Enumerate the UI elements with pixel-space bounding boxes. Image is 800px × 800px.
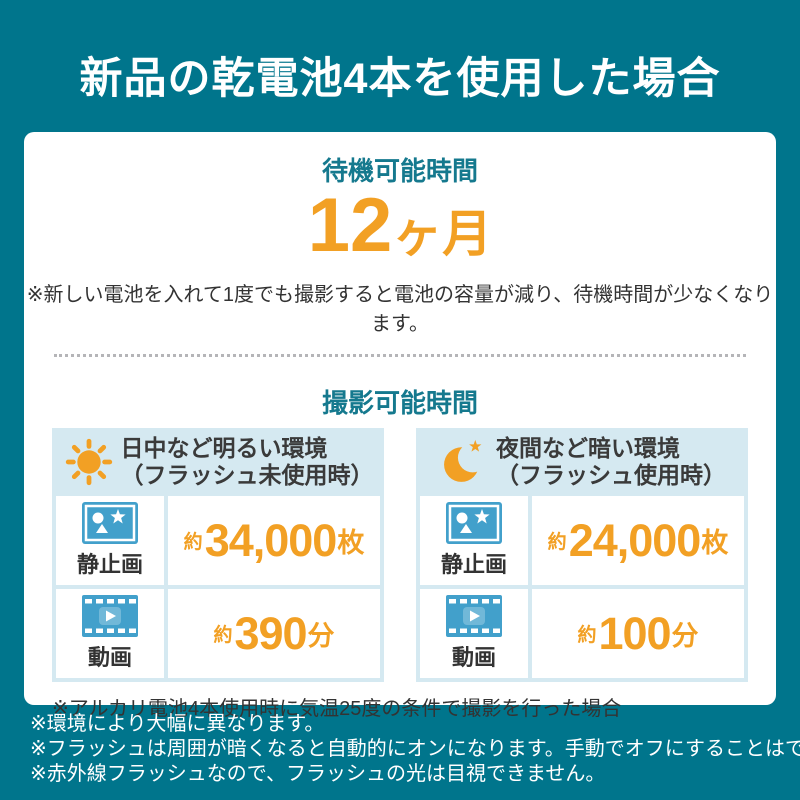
table-row-video-day: 動画 約 390 分 <box>56 589 380 678</box>
video-label-cell: 動画 <box>420 589 528 678</box>
panel-daytime: 日中など明るい環境 （フラッシュ未使用時） <box>52 428 384 682</box>
video-icon <box>82 595 138 637</box>
panel-nighttime: 夜間など暗い環境 （フラッシュ使用時） <box>416 428 748 682</box>
video-minutes-day-value: 390 <box>234 607 307 659</box>
panel-nighttime-header: 夜間など暗い環境 （フラッシュ使用時） <box>420 432 744 492</box>
still-count-night: 約 24,000 枚 <box>532 496 744 585</box>
table-row-video-night: 動画 約 100 分 <box>420 589 744 678</box>
still-image-icon <box>82 502 138 544</box>
standby-time-heading: 待機可能時間 <box>321 156 478 186</box>
table-row-still-night: 静止画 約 24,000 枚 <box>420 496 744 585</box>
still-count-day: 約 34,000 枚 <box>168 496 380 585</box>
still-image-label: 静止画 <box>76 552 143 577</box>
footer-note-environment: ※環境により大幅に異なります。 <box>30 713 325 735</box>
panel-daytime-title-line1: 日中など明るい環境 <box>120 435 328 461</box>
still-image-label: 静止画 <box>440 552 507 577</box>
video-label: 動画 <box>87 645 132 670</box>
video-minutes-day-unit: 分 <box>307 621 335 651</box>
table-row-still-day: 静止画 約 34,000 枚 <box>56 496 380 585</box>
approx-prefix: 約 <box>183 532 203 553</box>
still-image-icon <box>446 502 502 544</box>
battery-info-card: 待機可能時間 12 ヶ月 ※新しい電池を入れて1度でも撮影すると電池の容量が減り、… <box>24 132 776 720</box>
still-count-day-unit: 枚 <box>337 528 365 558</box>
still-count-night-unit: 枚 <box>701 528 729 558</box>
footer-notes: ※環境により大幅に異なります。 ※フラッシュは周囲が暗くなると自動的にオンになり… <box>30 712 800 787</box>
video-minutes-night: 約 100 分 <box>532 589 744 678</box>
video-minutes-night-unit: 分 <box>671 621 699 651</box>
footer-note-infrared: ※赤外線フラッシュなので、フラッシュの光は目視できません。 <box>30 763 606 785</box>
panel-daytime-header: 日中など明るい環境 （フラッシュ未使用時） <box>56 432 380 492</box>
video-label: 動画 <box>451 645 496 670</box>
panel-nighttime-title: 夜間など暗い環境 （フラッシュ使用時） <box>496 435 726 489</box>
video-minutes-day: 約 390 分 <box>168 589 380 678</box>
shooting-conditions-note: ※アルカリ電池4本使用時に気温25度の条件で撮影を行った場合 <box>52 698 622 720</box>
panel-daytime-title-line2: （フラッシュ未使用時） <box>120 462 374 488</box>
page-title: 新品の乾電池4本を使用した場合 <box>79 55 721 103</box>
still-count-day-value: 34,000 <box>204 514 338 566</box>
approx-prefix: 約 <box>577 625 597 646</box>
standby-duration-unit: ヶ月 <box>392 206 493 262</box>
approx-prefix: 約 <box>547 532 567 553</box>
sun-icon <box>63 436 115 488</box>
still-image-label-cell: 静止画 <box>420 496 528 585</box>
standby-note: ※新しい電池を入れて1度でも撮影すると電池の容量が減り、待機時間が少なくなります… <box>26 284 774 335</box>
video-minutes-night-value: 100 <box>598 607 671 659</box>
standby-duration-value: 12 ヶ月 <box>24 186 776 274</box>
panel-nighttime-title-line1: 夜間など暗い環境 <box>496 435 680 461</box>
panel-daytime-title: 日中など明るい環境 （フラッシュ未使用時） <box>121 435 374 489</box>
dotted-divider <box>54 354 746 357</box>
shooting-time-heading: 撮影可能時間 <box>321 388 478 418</box>
video-icon <box>446 595 502 637</box>
video-label-cell: 動画 <box>56 589 164 678</box>
shooting-panels: 日中など明るい環境 （フラッシュ未使用時） <box>52 428 748 682</box>
still-image-label-cell: 静止画 <box>56 496 164 585</box>
approx-prefix: 約 <box>213 625 233 646</box>
standby-duration-number: 12 <box>307 183 393 268</box>
panel-nighttime-title-line2: （フラッシュ使用時） <box>496 462 726 488</box>
moon-icon <box>438 435 490 489</box>
footer-note-flash-auto: ※フラッシュは周囲が暗くなると自動的にオンになります。手動でオフにすることはでき… <box>30 738 800 760</box>
still-count-night-value: 24,000 <box>568 514 702 566</box>
